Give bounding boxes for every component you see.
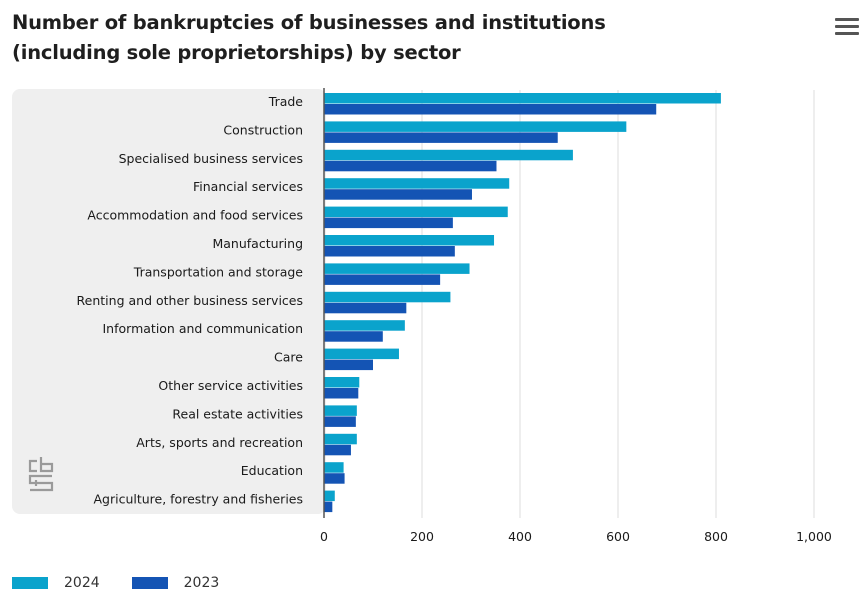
legend-item-2023[interactable]: 2023	[131, 575, 220, 591]
hamburger-menu-icon[interactable]	[835, 18, 859, 38]
category-label: Accommodation and food services	[87, 208, 303, 223]
chart-title-line-2: (including sole proprietorships) by sect…	[12, 41, 461, 64]
x-tick-label: 600	[606, 529, 630, 544]
x-tick-label: 400	[508, 529, 532, 544]
chart-title: Number of bankruptcies of businesses and…	[12, 8, 792, 68]
bar-2023	[324, 104, 657, 115]
chart-legend: 2024 2023	[12, 575, 251, 591]
bar-2024	[324, 235, 495, 246]
category-label: Manufacturing	[212, 236, 303, 251]
bar-2024	[324, 121, 627, 132]
category-panel	[12, 89, 326, 514]
category-label: Trade	[268, 94, 304, 109]
bar-2024	[324, 377, 360, 388]
bar-2023	[324, 160, 497, 172]
category-label: Other service activities	[158, 378, 303, 393]
cbs-logo-stroke	[28, 474, 54, 492]
x-tick-label: 800	[704, 529, 728, 544]
x-tick-label: 200	[410, 529, 434, 544]
legend-label-2024: 2024	[64, 575, 100, 591]
bar-2023	[324, 359, 373, 371]
bar-2024	[324, 320, 405, 331]
cbs-logo	[28, 457, 54, 492]
category-label: Transportation and storage	[133, 264, 304, 279]
legend-swatch-2024	[12, 577, 48, 589]
bar-2024	[324, 490, 335, 502]
bar-2024	[324, 149, 573, 161]
bar-2024	[324, 291, 451, 303]
x-tick-label: 1,000	[796, 529, 832, 544]
category-label: Real estate activities	[172, 406, 303, 421]
bar-2024	[324, 93, 721, 104]
bar-chart: Trade Construction Specialised business se…	[12, 88, 832, 544]
category-label: Education	[241, 463, 303, 478]
bar-2024	[324, 263, 470, 274]
legend-label-2023: 2023	[183, 575, 220, 591]
x-tick-label: 0	[320, 529, 328, 544]
category-label: Information and communication	[103, 321, 304, 336]
category-label: Construction	[223, 122, 303, 137]
category-label: Specialised business services	[119, 151, 303, 166]
menu-bar	[835, 32, 859, 35]
bar-2023	[324, 331, 383, 342]
bar-2024	[324, 178, 510, 189]
chart-title-line-1: Number of bankruptcies of businesses and…	[12, 11, 606, 34]
category-label: Financial services	[193, 179, 303, 194]
bar-2023	[324, 189, 472, 200]
menu-bar	[835, 18, 859, 21]
bar-2024	[324, 348, 399, 360]
category-label: Renting and other business services	[77, 293, 303, 308]
bar-2023	[324, 302, 407, 314]
bar-2023	[324, 388, 359, 399]
bar-2024	[324, 433, 357, 445]
bar-2024	[324, 462, 344, 473]
legend-swatch-2023	[131, 577, 168, 589]
menu-bar	[835, 25, 859, 28]
category-label: Arts, sports and recreation	[136, 435, 303, 450]
cbs-logo-stroke	[39, 457, 54, 473]
bar-2023	[324, 473, 345, 484]
category-label: Agriculture, forestry and fisheries	[93, 492, 303, 507]
bar-2023	[324, 274, 441, 285]
bar-2024	[324, 405, 357, 416]
bar-2023	[324, 416, 356, 427]
legend-item-2024[interactable]: 2024	[12, 575, 100, 591]
bar-2023	[324, 217, 453, 229]
bar-2023	[324, 501, 333, 513]
category-label: Care	[274, 350, 303, 365]
cbs-logo-stroke	[28, 459, 37, 473]
bar-2023	[324, 246, 455, 257]
bar-2023	[324, 444, 351, 456]
bar-2024	[324, 206, 508, 218]
bar-2023	[324, 132, 558, 143]
